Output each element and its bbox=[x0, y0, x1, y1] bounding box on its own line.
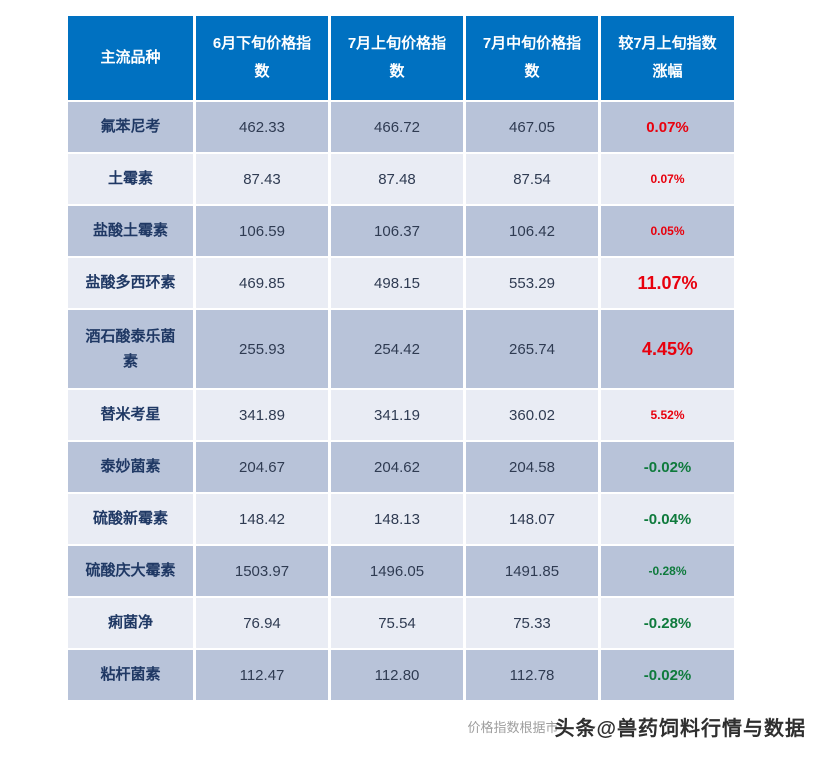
variety-name-cell: 盐酸土霉素 bbox=[68, 206, 193, 256]
price-index-cell: 341.89 bbox=[196, 390, 328, 440]
price-index-table-wrap: 主流品种 6月下旬价格指 数 7月上旬价格指 数 7月中旬价格指 数 较7月上旬… bbox=[65, 14, 828, 702]
change-percent-cell: 0.05% bbox=[601, 206, 734, 256]
price-index-cell: 87.48 bbox=[331, 154, 463, 204]
price-index-cell: 204.58 bbox=[466, 442, 598, 492]
table-row: 泰妙菌素 204.67 204.62 204.58 -0.02% bbox=[68, 442, 734, 492]
change-percent-cell: -0.28% bbox=[601, 598, 734, 648]
table-row: 替米考星 341.89 341.19 360.02 5.52% bbox=[68, 390, 734, 440]
table-header: 主流品种 6月下旬价格指 数 7月上旬价格指 数 7月中旬价格指 数 较7月上旬… bbox=[68, 16, 734, 100]
variety-name-cell: 酒石酸泰乐菌 素 bbox=[68, 310, 193, 388]
price-index-cell: 341.19 bbox=[331, 390, 463, 440]
price-index-cell: 1496.05 bbox=[331, 546, 463, 596]
price-index-cell: 467.05 bbox=[466, 102, 598, 152]
variety-name-cell: 痢菌净 bbox=[68, 598, 193, 648]
price-index-cell: 1491.85 bbox=[466, 546, 598, 596]
price-index-cell: 255.93 bbox=[196, 310, 328, 388]
table-row: 盐酸多西环素 469.85 498.15 553.29 11.07% bbox=[68, 258, 734, 308]
change-percent-cell: -0.04% bbox=[601, 494, 734, 544]
price-index-cell: 553.29 bbox=[466, 258, 598, 308]
variety-name-cell: 土霉素 bbox=[68, 154, 193, 204]
price-index-cell: 148.07 bbox=[466, 494, 598, 544]
change-percent-cell: -0.28% bbox=[601, 546, 734, 596]
table-row: 土霉素 87.43 87.48 87.54 0.07% bbox=[68, 154, 734, 204]
change-percent-cell: 5.52% bbox=[601, 390, 734, 440]
price-index-cell: 106.42 bbox=[466, 206, 598, 256]
price-index-cell: 204.62 bbox=[331, 442, 463, 492]
toutiao-watermark: 头条@兽药饲料行情与数据 bbox=[554, 718, 806, 740]
change-percent-cell: 0.07% bbox=[601, 102, 734, 152]
variety-name-cell: 盐酸多西环素 bbox=[68, 258, 193, 308]
header-cell-change: 较7月上旬指数 涨幅 bbox=[601, 16, 734, 100]
price-index-cell: 265.74 bbox=[466, 310, 598, 388]
price-index-cell: 254.42 bbox=[331, 310, 463, 388]
price-index-cell: 112.47 bbox=[196, 650, 328, 700]
variety-name-cell: 粘杆菌素 bbox=[68, 650, 193, 700]
table-row: 痢菌净 76.94 75.54 75.33 -0.28% bbox=[68, 598, 734, 648]
variety-name-cell: 氟苯尼考 bbox=[68, 102, 193, 152]
price-index-cell: 462.33 bbox=[196, 102, 328, 152]
change-percent-cell: 4.45% bbox=[601, 310, 734, 388]
price-index-cell: 106.37 bbox=[331, 206, 463, 256]
change-percent-cell: 0.07% bbox=[601, 154, 734, 204]
change-percent-cell: -0.02% bbox=[601, 442, 734, 492]
header-cell-jun-late-index: 6月下旬价格指 数 bbox=[196, 16, 328, 100]
price-index-cell: 87.43 bbox=[196, 154, 328, 204]
table-row: 盐酸土霉素 106.59 106.37 106.42 0.05% bbox=[68, 206, 734, 256]
change-percent-cell: -0.02% bbox=[601, 650, 734, 700]
price-index-cell: 112.78 bbox=[466, 650, 598, 700]
price-index-cell: 75.54 bbox=[331, 598, 463, 648]
footer-note: 价格指数根据市 bbox=[467, 720, 559, 735]
variety-name-cell: 硫酸庆大霉素 bbox=[68, 546, 193, 596]
table-row: 硫酸庆大霉素 1503.97 1496.05 1491.85 -0.28% bbox=[68, 546, 734, 596]
price-index-cell: 75.33 bbox=[466, 598, 598, 648]
table-row: 硫酸新霉素 148.42 148.13 148.07 -0.04% bbox=[68, 494, 734, 544]
price-index-cell: 1503.97 bbox=[196, 546, 328, 596]
price-index-cell: 204.67 bbox=[196, 442, 328, 492]
header-cell-variety: 主流品种 bbox=[68, 16, 193, 100]
price-index-cell: 112.80 bbox=[331, 650, 463, 700]
price-index-cell: 466.72 bbox=[331, 102, 463, 152]
variety-name-cell: 泰妙菌素 bbox=[68, 442, 193, 492]
variety-name-cell: 硫酸新霉素 bbox=[68, 494, 193, 544]
table-row: 粘杆菌素 112.47 112.80 112.78 -0.02% bbox=[68, 650, 734, 700]
table-header-row: 主流品种 6月下旬价格指 数 7月上旬价格指 数 7月中旬价格指 数 较7月上旬… bbox=[68, 16, 734, 100]
variety-name-cell: 替米考星 bbox=[68, 390, 193, 440]
price-index-cell: 148.13 bbox=[331, 494, 463, 544]
price-index-cell: 360.02 bbox=[466, 390, 598, 440]
price-index-cell: 76.94 bbox=[196, 598, 328, 648]
price-index-cell: 498.15 bbox=[331, 258, 463, 308]
table-row: 氟苯尼考 462.33 466.72 467.05 0.07% bbox=[68, 102, 734, 152]
price-index-cell: 106.59 bbox=[196, 206, 328, 256]
price-index-cell: 87.54 bbox=[466, 154, 598, 204]
change-percent-cell: 11.07% bbox=[601, 258, 734, 308]
table-body: 氟苯尼考 462.33 466.72 467.05 0.07% 土霉素 87.43 87.48… bbox=[68, 102, 734, 700]
header-cell-jul-early-index: 7月上旬价格指 数 bbox=[331, 16, 463, 100]
table-row: 酒石酸泰乐菌 素 255.93 254.42 265.74 4.45% bbox=[68, 310, 734, 388]
price-index-cell: 469.85 bbox=[196, 258, 328, 308]
price-index-table: 主流品种 6月下旬价格指 数 7月上旬价格指 数 7月中旬价格指 数 较7月上旬… bbox=[65, 14, 737, 702]
footer: 价格指数根据市 头条@兽药饲料行情与数据 bbox=[0, 712, 828, 741]
price-index-cell: 148.42 bbox=[196, 494, 328, 544]
header-cell-jul-mid-index: 7月中旬价格指 数 bbox=[466, 16, 598, 100]
